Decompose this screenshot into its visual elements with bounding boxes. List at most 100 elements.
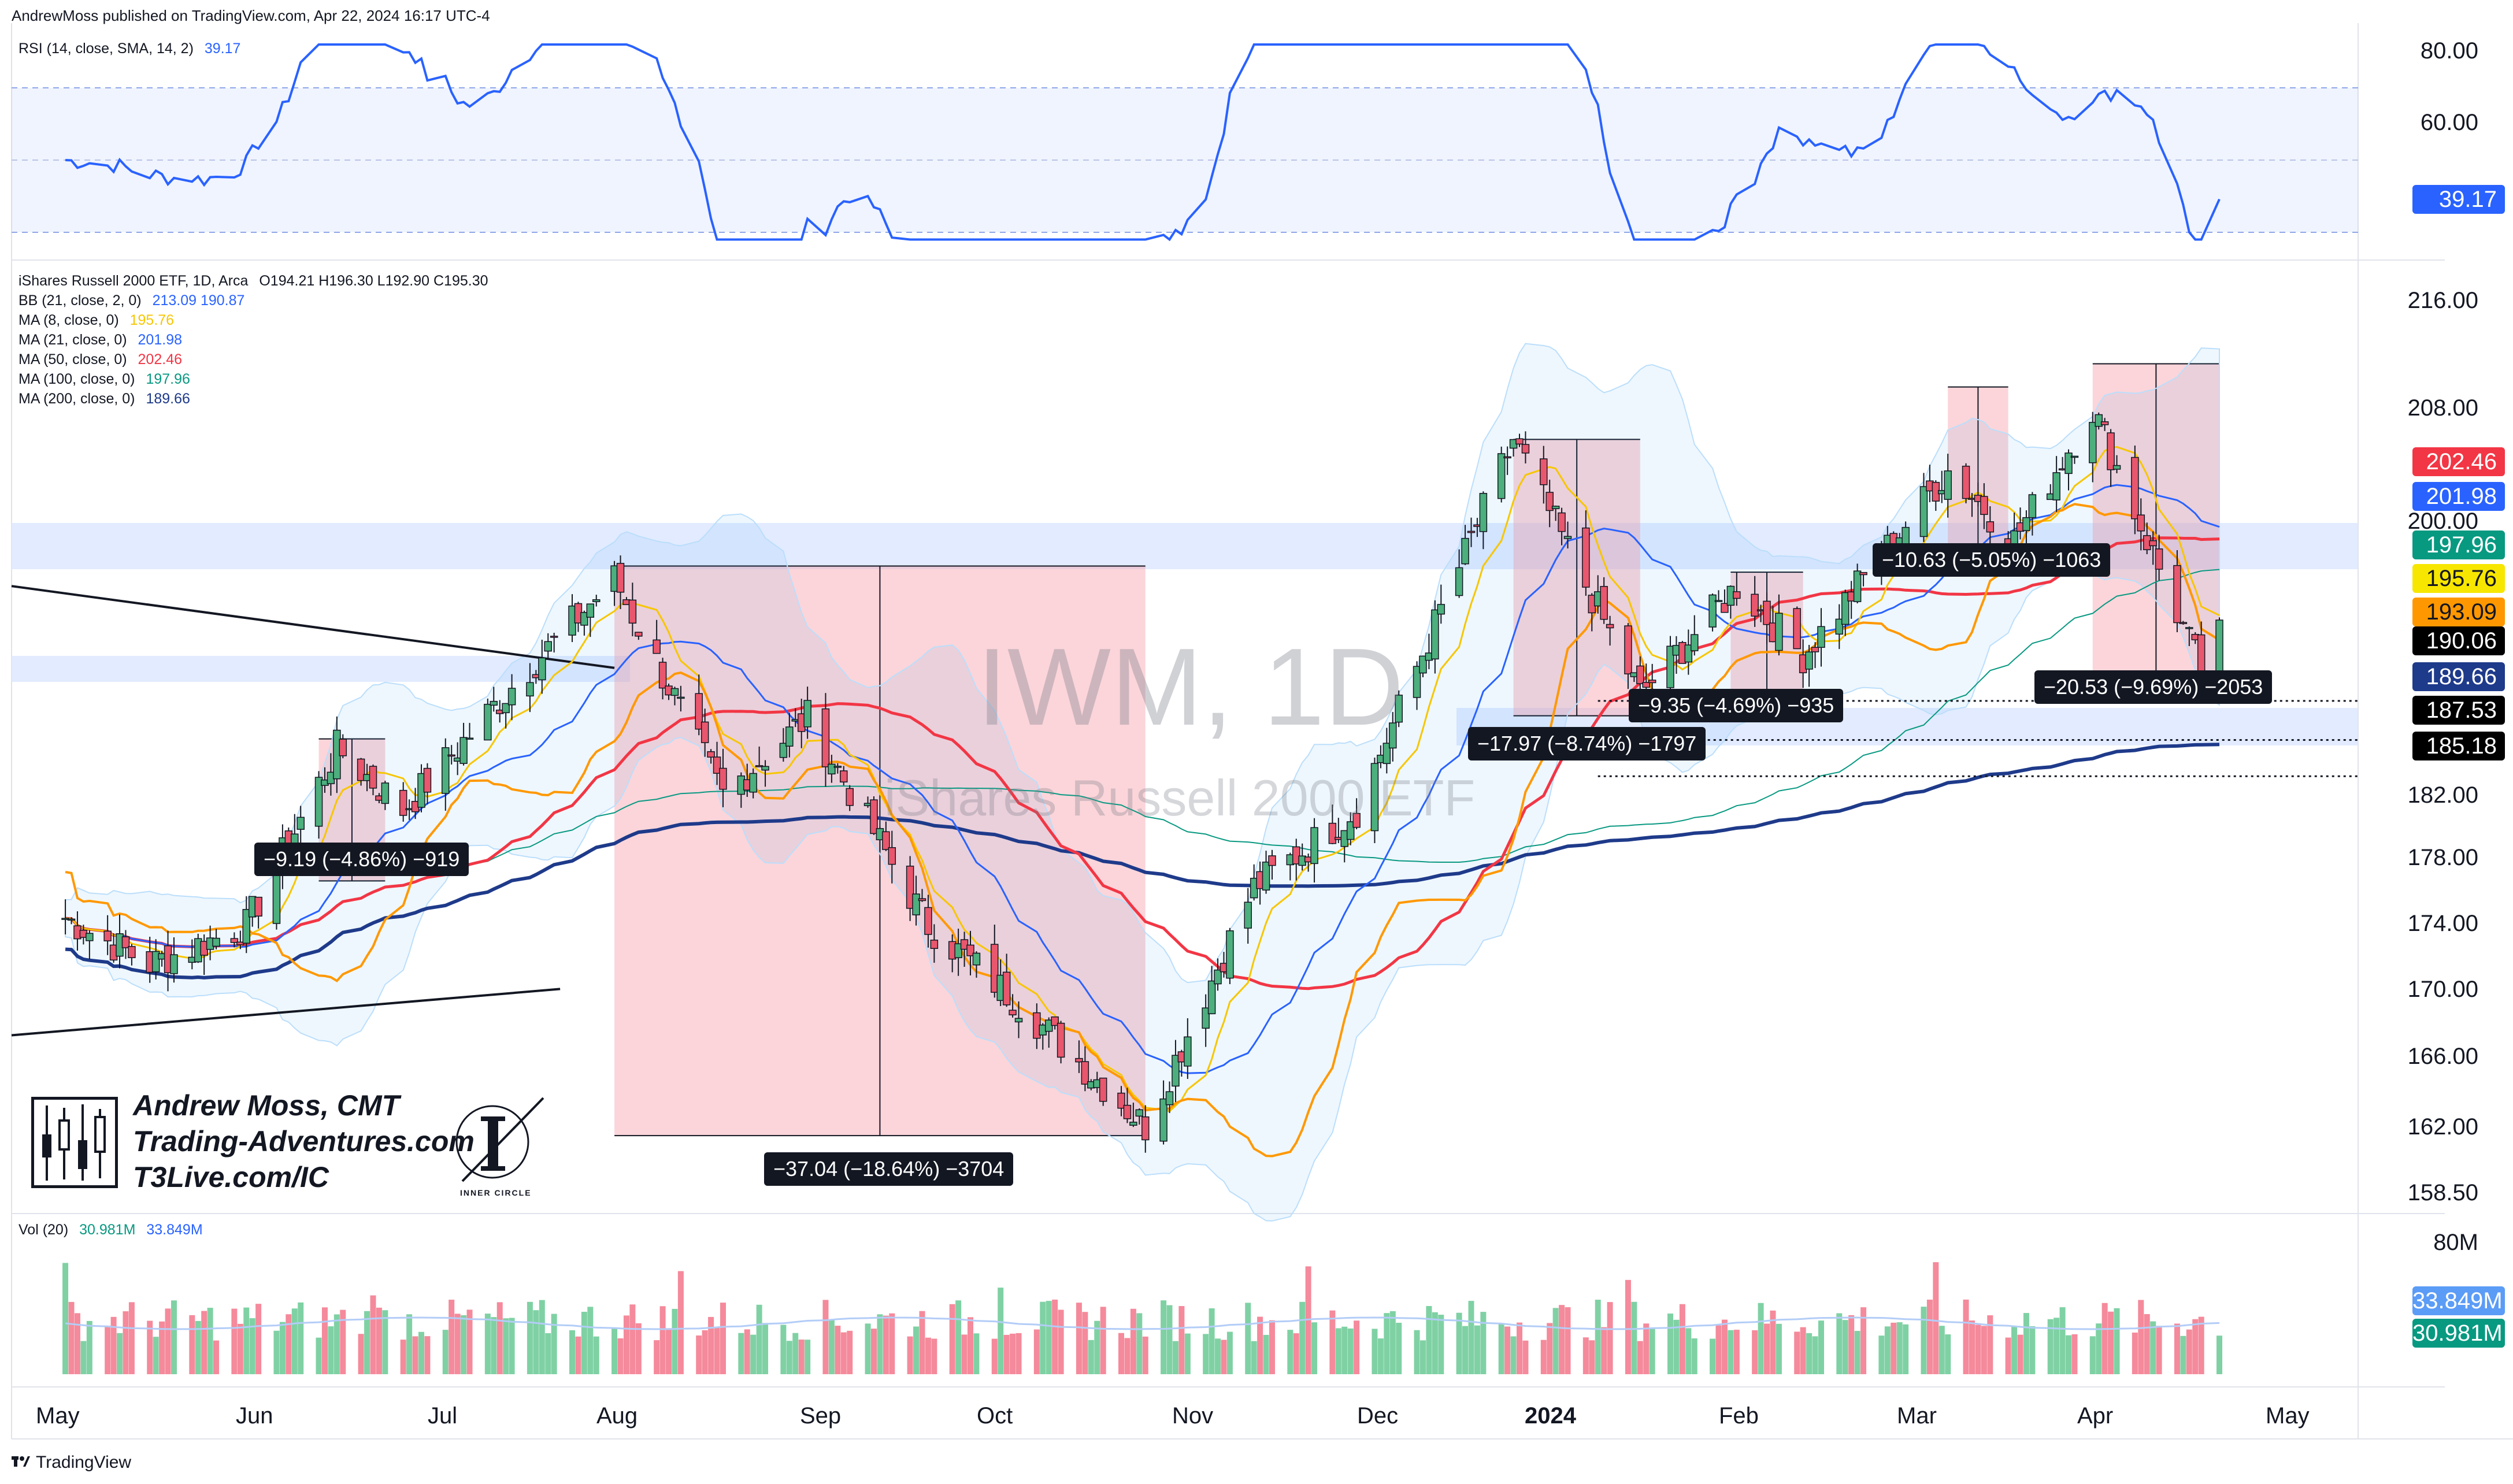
candle-body bbox=[423, 767, 432, 793]
volume-bar bbox=[1589, 1340, 1595, 1374]
volume-bar bbox=[1794, 1331, 1800, 1374]
volume-bar bbox=[1215, 1338, 1221, 1374]
legend-ma200[interactable]: MA (200, close, 0) 189.66 bbox=[18, 391, 190, 407]
volume-bar bbox=[1058, 1309, 1064, 1374]
volume-bar bbox=[2198, 1316, 2204, 1374]
candle-body bbox=[1733, 591, 1741, 599]
volume-bar bbox=[611, 1328, 618, 1374]
annotation-drawdown-2[interactable]: −37.04 (−18.64%) −3704 bbox=[764, 1152, 1014, 1186]
candle-body bbox=[1624, 625, 1632, 674]
volume-bar bbox=[1088, 1340, 1094, 1374]
volume-bar bbox=[316, 1337, 322, 1374]
volume-bar bbox=[189, 1315, 195, 1374]
brand-site: Trading-Adventures.com bbox=[133, 1125, 475, 1157]
month-feb: Feb bbox=[1719, 1403, 1759, 1429]
volume-bar bbox=[527, 1301, 533, 1374]
volume-bar bbox=[503, 1318, 509, 1374]
volume-bar bbox=[1764, 1323, 1770, 1374]
candle-body bbox=[212, 937, 220, 947]
annotation-drawdown-1[interactable]: −9.19 (−4.86%) −919 bbox=[254, 843, 469, 876]
legend-bb[interactable]: BB (21, close, 2, 0) 213.09 190.87 bbox=[18, 292, 244, 309]
candle-body bbox=[1919, 486, 1928, 537]
candle-body bbox=[1944, 470, 1952, 500]
ohlc-values: O194.21 H196.30 L192.90 C195.30 bbox=[259, 273, 488, 289]
candle-body bbox=[707, 751, 715, 758]
candle-body bbox=[635, 632, 643, 637]
volume-bar bbox=[1033, 1329, 1040, 1374]
annotation-drawdown-6[interactable]: −20.53 (−9.69%) −2053 bbox=[2034, 670, 2273, 704]
legend-ma8-label: MA (8, close, 0) bbox=[18, 312, 119, 328]
candle-body bbox=[1051, 1016, 1059, 1026]
annotation-drawdown-5[interactable]: −10.63 (−5.05%) −1063 bbox=[1873, 543, 2111, 577]
volume-bar bbox=[907, 1336, 913, 1374]
month-sep: Sep bbox=[800, 1403, 842, 1429]
volume-bar bbox=[2132, 1332, 2138, 1374]
volume-bar bbox=[1547, 1323, 1553, 1374]
volume-bar bbox=[847, 1330, 853, 1374]
legend-ma8[interactable]: MA (8, close, 0) 195.76 bbox=[18, 312, 174, 329]
month-jul: Jul bbox=[428, 1403, 458, 1429]
candle-body bbox=[1708, 594, 1717, 628]
volume-bar bbox=[2054, 1318, 2060, 1374]
volume-bar bbox=[1607, 1302, 1613, 1374]
volume-bar bbox=[1878, 1335, 1885, 1374]
tag-ma8: 195.76 bbox=[2412, 564, 2505, 593]
candle-body bbox=[1666, 645, 1674, 688]
legend-ma100[interactable]: MA (100, close, 0) 197.96 bbox=[18, 371, 190, 388]
candle-body bbox=[1853, 570, 1862, 602]
candle-body bbox=[840, 770, 848, 782]
volume-bar bbox=[291, 1308, 298, 1374]
volume-legend[interactable]: Vol (20) 30.981M 33.849M bbox=[18, 1222, 203, 1238]
candle-body bbox=[1014, 1018, 1023, 1023]
volume-bar bbox=[496, 1302, 503, 1374]
candle-body bbox=[1159, 1098, 1167, 1142]
tradingview-logo-icon[interactable] bbox=[12, 1454, 30, 1469]
candle-body bbox=[954, 943, 962, 958]
volume-bar bbox=[2108, 1311, 2114, 1374]
legend-ma21[interactable]: MA (21, close, 0) 201.98 bbox=[18, 332, 182, 348]
footer-brand[interactable]: TradingView bbox=[36, 1453, 132, 1472]
volume-bar bbox=[2017, 1334, 2023, 1374]
volume-bar bbox=[883, 1315, 889, 1374]
candle-body bbox=[2185, 627, 2193, 629]
candle-body bbox=[447, 754, 455, 757]
candle-body bbox=[821, 708, 830, 767]
volume-bar bbox=[533, 1310, 539, 1374]
candle-body bbox=[2155, 548, 2163, 570]
candle-body bbox=[399, 789, 407, 816]
candle-body bbox=[1980, 496, 1988, 515]
volume-bar bbox=[828, 1319, 835, 1374]
candle-body bbox=[761, 766, 769, 771]
candle-body bbox=[1009, 1010, 1017, 1015]
legend-ma50[interactable]: MA (50, close, 0) 202.46 bbox=[18, 351, 182, 368]
candle-body bbox=[1763, 600, 1771, 625]
candle-body bbox=[1002, 971, 1011, 1006]
annotation-drawdown-4[interactable]: −9.35 (−4.69%) −935 bbox=[1629, 689, 1844, 722]
volume-bar bbox=[328, 1326, 334, 1374]
main-legend-title[interactable]: iShares Russell 2000 ETF, 1D, Arca O194.… bbox=[18, 273, 488, 290]
volume-bar bbox=[2005, 1337, 2011, 1374]
volume-bar bbox=[1842, 1320, 1848, 1374]
candle-body bbox=[1413, 666, 1421, 698]
candle-body bbox=[1714, 600, 1723, 602]
volume-bar bbox=[1776, 1323, 1782, 1374]
volume-bar bbox=[786, 1341, 792, 1374]
volume-bar bbox=[117, 1333, 123, 1374]
month-jun: Jun bbox=[236, 1403, 273, 1429]
candle-body bbox=[254, 896, 262, 917]
candle-body bbox=[1902, 526, 1910, 545]
rsi-axis-80: 80.00 bbox=[2420, 38, 2478, 64]
volume-bar bbox=[1860, 1307, 1867, 1374]
volume-bar bbox=[1462, 1326, 1469, 1374]
candle-body bbox=[490, 700, 498, 706]
candle-body bbox=[695, 693, 703, 730]
year-2024: 2024 bbox=[1525, 1403, 1576, 1429]
candle-body bbox=[121, 936, 130, 948]
volume-bar bbox=[213, 1340, 220, 1374]
volume-bar bbox=[1003, 1334, 1010, 1374]
volume-bar bbox=[412, 1336, 418, 1374]
rsi-legend[interactable]: RSI (14, close, SMA, 14, 2) 39.17 bbox=[18, 40, 240, 57]
annotation-drawdown-3[interactable]: −17.97 (−8.74%) −1797 bbox=[1468, 727, 1706, 760]
volume-bar bbox=[207, 1308, 213, 1374]
